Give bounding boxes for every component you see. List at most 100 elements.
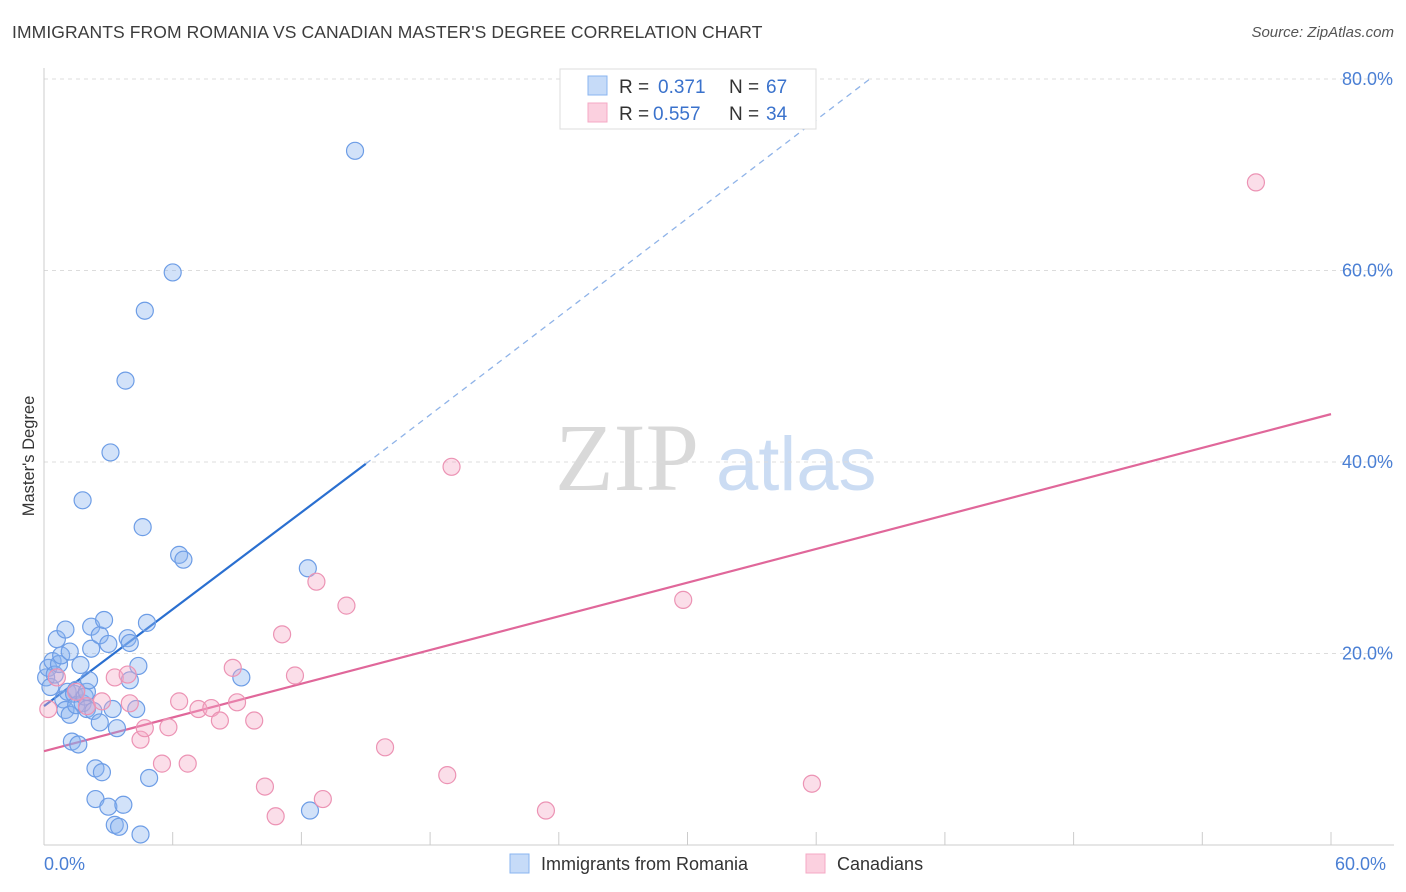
series-legend-swatch-pink [805,853,826,874]
point-blue-4 [45,665,64,684]
legend-r-label-pink: R = [619,104,649,125]
point-blue-46 [120,633,139,653]
y-axis-label: Master's Degree [20,396,38,517]
point-blue-60 [345,141,365,160]
chart-title: IMMIGRANTS FROM ROMANIA VS CANADIAN MAST… [12,22,763,42]
point-pink-11 [159,718,178,737]
point-pink-18 [227,693,247,712]
legend-n-value-pink: 34 [766,104,788,125]
trend-lines [43,78,1332,753]
point-pink-23 [285,666,305,685]
point-pink-27 [375,738,395,757]
point-blue-33 [92,763,112,782]
point-blue-59 [300,801,320,820]
point-pink-2 [67,682,86,701]
legend-n-label-blue: N = [729,77,759,98]
legend-swatch-blue [587,75,608,96]
point-pink-21 [266,807,285,826]
point-blue-12 [60,705,79,724]
point-pink-6 [118,665,137,684]
legend-swatch-pink [587,102,608,123]
x-tick-label-max: 60.0% [1335,854,1386,874]
legend-n-label-pink: N = [729,104,759,125]
point-pink-24 [307,572,326,591]
gridlines [44,78,1394,654]
series-legend-label-pink: Canadians [837,854,923,874]
y-tick-label-80: 80.0% [1342,69,1393,89]
trend-line-blue [43,463,367,708]
point-pink-12 [170,692,189,711]
point-pink-3 [77,697,97,716]
point-blue-7 [52,646,71,665]
point-blue-51 [135,301,154,320]
point-pink-9 [135,719,154,738]
point-pink-29 [442,457,461,476]
point-pink-32 [802,774,822,793]
point-pink-26 [337,596,356,615]
point-blue-42 [114,795,133,814]
point-pink-22 [272,625,292,644]
point-blue-43 [116,371,135,390]
point-pink-33 [1246,173,1266,192]
series-legend-swatch-blue [509,853,530,874]
trend-line-pink [43,413,1332,753]
point-pink-30 [536,801,556,820]
point-pink-16 [210,711,229,730]
point-blue-13 [60,642,79,661]
point-pink-4 [92,692,112,711]
point-pink-14 [189,699,208,719]
point-blue-27 [82,639,101,658]
point-blue-25 [79,671,99,690]
point-blue-41 [109,817,129,836]
point-blue-40 [107,719,127,738]
point-blue-10 [56,620,75,639]
watermark-zip: ZIP [555,404,699,511]
point-blue-35 [99,634,118,654]
point-pink-15 [202,698,221,718]
data-points [37,141,1266,844]
y-tick-label-40: 40.0% [1342,452,1393,472]
point-blue-36 [99,797,118,816]
x-tick-label-min: 0.0% [44,854,85,874]
point-pink-20 [255,777,275,796]
trend-line-extension-blue [365,78,871,465]
point-blue-34 [94,610,114,630]
point-blue-53 [140,768,159,788]
point-blue-31 [90,713,109,732]
point-pink-8 [131,730,150,749]
stats-legend: R = 0.371 N = 67 R = 0.557 N = 34 [559,68,817,130]
point-pink-17 [223,658,242,677]
series-legend: Immigrants from Romania Canadians [509,853,923,874]
point-pink-0 [39,699,58,719]
legend-n-value-blue: 67 [766,77,787,98]
point-pink-31 [674,590,693,609]
series-legend-label-blue: Immigrants from Romania [541,854,749,874]
point-blue-50 [133,518,152,537]
point-blue-52 [137,613,157,632]
point-blue-54 [163,263,182,282]
point-blue-19 [71,655,90,675]
point-pink-13 [178,754,197,773]
legend-r-label-blue: R = [619,77,649,98]
point-blue-24 [77,682,97,701]
point-blue-37 [101,443,120,462]
point-blue-56 [174,550,193,569]
point-pink-19 [245,711,264,730]
point-pink-7 [120,694,139,713]
point-pink-25 [313,789,332,809]
chart-source: Source: ZipAtlas.com [1251,24,1394,41]
legend-r-value-blue: 0.371 [658,77,706,98]
legend-r-value-pink: 0.557 [653,104,701,125]
point-pink-1 [47,668,66,687]
watermark-atlas: atlas [716,422,877,507]
y-tick-label-20: 20.0% [1342,644,1393,664]
point-blue-21 [73,491,92,510]
y-tick-label-60: 60.0% [1342,261,1393,281]
x-axis-ticks [43,832,1332,845]
y-axis-tick-labels: 20.0% 40.0% 60.0% 80.0% [1342,69,1393,664]
point-blue-58 [298,559,317,578]
point-blue-18 [69,735,88,754]
watermark: ZIP atlas [555,404,877,511]
point-pink-28 [438,766,457,785]
